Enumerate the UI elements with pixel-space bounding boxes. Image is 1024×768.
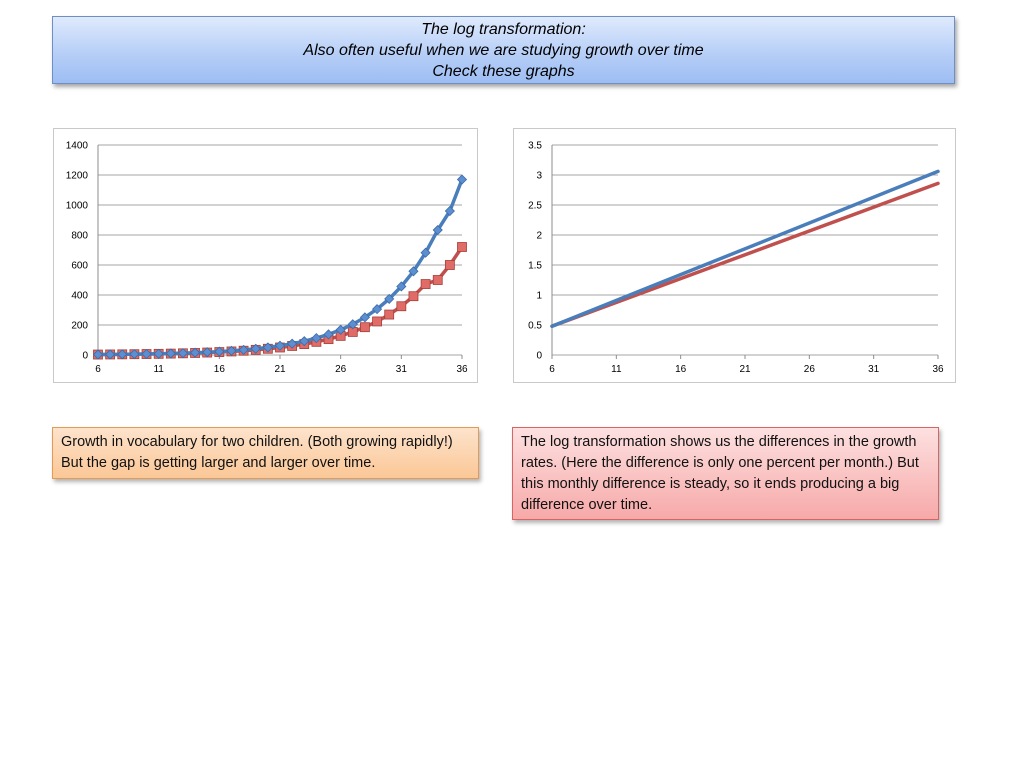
- chart1-point-blue: [372, 304, 383, 315]
- chart1-point-red: [444, 260, 455, 270]
- chart1-point-blue: [299, 336, 310, 347]
- chart1-ytick-label: 0: [82, 351, 88, 362]
- note-vocabulary: Growth in vocabulary for two children. (…: [52, 427, 479, 479]
- chart1-point-blue: [141, 348, 152, 360]
- chart1-point-blue: [311, 333, 322, 344]
- chart1-point-blue: [214, 346, 225, 357]
- chart2-ytick-label: 2: [536, 231, 542, 242]
- chart1-point-blue: [177, 348, 188, 359]
- chart2-ytick-label: 1: [536, 291, 542, 302]
- chart1-point-red: [360, 322, 370, 333]
- chart1-ytick-label: 1200: [66, 171, 89, 182]
- chart1-point-red: [396, 301, 407, 312]
- chart1-xtick-label: 16: [214, 364, 226, 375]
- chart1-point-blue: [153, 348, 164, 359]
- chart1-xtick-label: 6: [95, 364, 101, 375]
- note-log-transformation: The log transformation shows us the diff…: [512, 427, 939, 520]
- chart2-ytick-label: 3: [536, 171, 542, 182]
- title-line-2: Also often useful when we are studying g…: [303, 42, 704, 59]
- chart1-xtick-label: 26: [335, 364, 347, 375]
- chart1-ytick-label: 800: [71, 231, 88, 242]
- chart2-xtick-label: 31: [868, 364, 880, 375]
- log-transformed-chart: 0 0.5 1 1.5 2 2.5 3 3.5 6 11 16 21 26 31 36: [513, 128, 956, 383]
- chart1-point-blue: [396, 281, 407, 292]
- chart1-point-blue: [444, 205, 455, 217]
- chart1-point-blue: [238, 344, 249, 355]
- chart1-point-red: [372, 316, 382, 327]
- chart2-ytick-label: 1.5: [528, 261, 542, 272]
- chart1-point-blue: [408, 266, 419, 277]
- chart1-ytick-label: 1400: [66, 141, 89, 152]
- chart1-point-blue: [456, 174, 468, 185]
- chart2-xtick-label: 16: [675, 364, 687, 375]
- chart1-point-blue: [359, 312, 370, 323]
- chart1-xtick-label: 11: [153, 364, 164, 375]
- chart1-point-blue: [420, 247, 431, 258]
- chart1-point-red: [420, 279, 431, 289]
- chart1-point-blue: [323, 329, 334, 340]
- chart2-xtick-label: 36: [932, 364, 944, 375]
- title-line-3: Check these graphs: [432, 63, 575, 80]
- title-box: The log transformation: Also often usefu…: [52, 16, 955, 84]
- chart1-xtick-label: 31: [396, 364, 408, 375]
- chart1-point-blue: [105, 349, 116, 360]
- chart1-point-blue: [92, 349, 104, 360]
- chart1-point-blue: [274, 340, 286, 351]
- chart1-point-red: [432, 275, 443, 285]
- chart1-series-blue-line: [96, 177, 464, 357]
- chart1-point-blue: [262, 342, 273, 353]
- chart1-point-blue: [347, 319, 358, 330]
- chart1-point-blue: [226, 345, 237, 356]
- chart1-point-red: [457, 242, 467, 252]
- chart1-point-red: [384, 309, 395, 320]
- chart1-point-blue: [384, 293, 395, 304]
- chart1-point-blue: [250, 343, 261, 354]
- chart2-xtick-label: 21: [739, 364, 751, 375]
- chart2-ytick-label: 3.5: [528, 141, 542, 152]
- chart2-ytick-label: 2.5: [528, 201, 542, 212]
- chart1-point-blue: [117, 349, 128, 360]
- chart2-ytick-label: 0.5: [528, 321, 542, 332]
- chart1-xtick-label: 21: [274, 364, 286, 375]
- title-line-1: The log transformation:: [421, 21, 586, 38]
- chart1-series-red-line: [96, 245, 464, 357]
- chart1-point-blue: [432, 224, 443, 236]
- chart1-point-blue: [335, 324, 346, 335]
- log-transformed-chart-svg: 0 0.5 1 1.5 2 2.5 3 3.5 6 11 16 21 26 31 36: [528, 141, 944, 376]
- chart1-point-blue: [190, 347, 201, 358]
- vocabulary-growth-chart-svg: 0 200 400 600 800 1000 1200 1400 6 11 16 21 26 31 36: [66, 141, 468, 376]
- vocabulary-growth-chart: 0 200 400 600 800 1000 1200 1400 6 11 16 21 26 31 36: [53, 128, 478, 383]
- chart1-ytick-label: 400: [71, 291, 88, 302]
- chart1-point-blue: [287, 338, 298, 349]
- chart1-ytick-label: 600: [71, 261, 88, 272]
- chart1-point-blue: [202, 347, 213, 358]
- chart2-ytick-label: 0: [536, 351, 542, 362]
- chart1-point-blue: [165, 348, 176, 359]
- chart1-ytick-label: 200: [71, 321, 88, 332]
- chart2-series-blue-line: [550, 169, 940, 328]
- chart2-xtick-label: 6: [549, 364, 555, 375]
- chart2-xtick-label: 11: [611, 364, 622, 375]
- chart2-xtick-label: 26: [804, 364, 816, 375]
- chart2-series-red-line: [550, 181, 940, 328]
- chart1-xtick-label: 36: [456, 364, 468, 375]
- chart1-point-blue: [129, 349, 140, 360]
- chart1-ytick-label: 1000: [66, 201, 89, 212]
- chart1-point-red: [408, 291, 419, 302]
